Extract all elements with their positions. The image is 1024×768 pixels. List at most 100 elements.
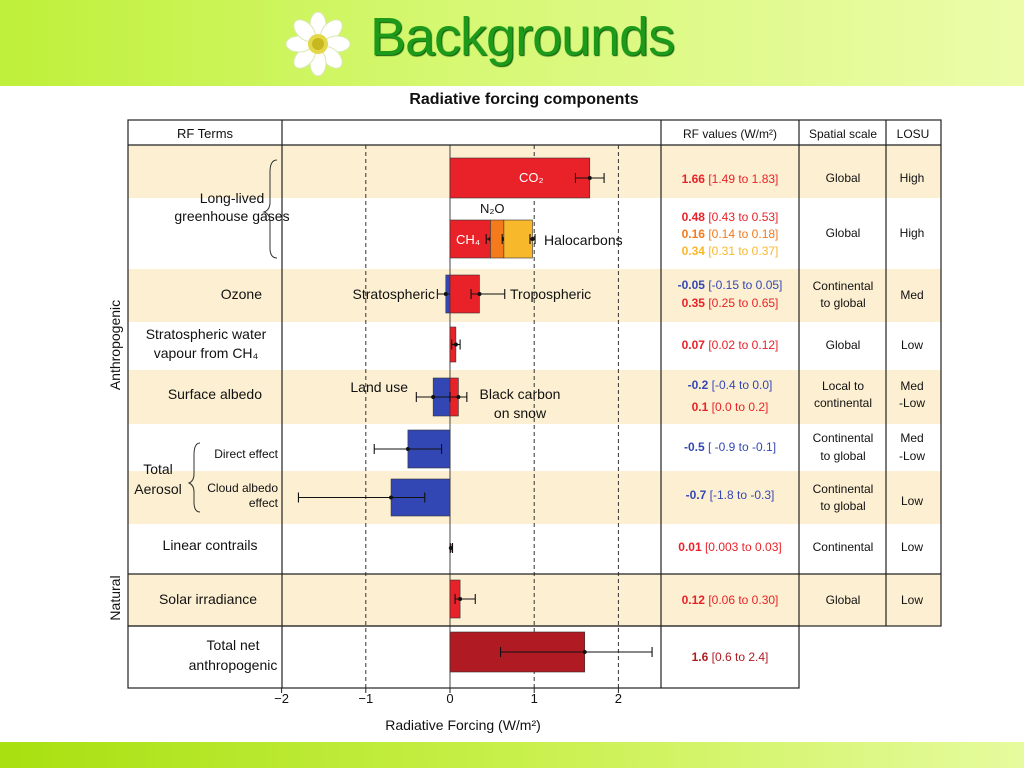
error-center xyxy=(453,342,458,347)
annotation-halocarbons: Halocarbons xyxy=(544,232,623,248)
spatial-scale: Continental xyxy=(813,482,874,496)
x-tick-label: 0 xyxy=(446,691,453,706)
rf-value: 0.48 [0.43 to 0.53] xyxy=(682,210,779,224)
error-center xyxy=(477,292,482,296)
rf-value-central: 1.66 xyxy=(682,172,706,186)
term-label-strat-water: vapour from CH₄ xyxy=(154,345,259,361)
spatial-scale: to global xyxy=(820,449,865,463)
annotation-black-carbon: Black carbon xyxy=(480,386,561,402)
term-label-total-aerosol: Total xyxy=(143,461,173,477)
annotation-co2: CO₂ xyxy=(519,170,544,185)
rf-value-range: [-1.8 to -0.3] xyxy=(706,488,774,502)
rf-value-central: 0.01 xyxy=(678,540,702,554)
losu: -Low xyxy=(899,449,925,463)
term-label-total-aerosol: Aerosol xyxy=(134,481,181,497)
rf-value-range: [0.6 to 2.4] xyxy=(708,650,768,664)
flower-icon xyxy=(285,11,351,77)
losu: Med xyxy=(900,288,923,302)
bar xyxy=(503,219,533,259)
spatial-scale: to global xyxy=(820,296,865,310)
rf-value-range: [0.02 to 0.12] xyxy=(705,338,778,352)
rf-value: 0.12 [0.06 to 0.30] xyxy=(682,593,779,607)
term-label-strat-water: Stratospheric water xyxy=(146,326,267,342)
rf-value-range: [0.06 to 0.30] xyxy=(705,593,778,607)
term-label-long-lived: Long-lived xyxy=(200,190,265,206)
term-label-total-net: Total net xyxy=(207,637,260,653)
spatial-scale: Local to xyxy=(822,379,864,393)
rf-value: 1.6 [0.6 to 2.4] xyxy=(692,650,769,664)
losu: High xyxy=(900,171,925,185)
x-axis-label: Radiative Forcing (W/m²) xyxy=(385,717,541,733)
side-label-anthropogenic: Anthropogenic xyxy=(107,300,123,390)
rf-value: 0.1 [0.0 to 0.2] xyxy=(692,400,769,414)
spatial-scale: Continental xyxy=(813,279,874,293)
rf-value-range: [0.43 to 0.53] xyxy=(705,210,778,224)
rf-value: -0.5 [ -0.9 to -0.1] xyxy=(684,440,776,454)
brace xyxy=(262,159,278,259)
term-label-solar-irradiance: Solar irradiance xyxy=(159,591,257,607)
rf-value: 0.34 [0.31 to 0.37] xyxy=(682,244,779,258)
rf-value-central: -0.7 xyxy=(686,488,707,502)
rf-value-central: 0.07 xyxy=(682,338,706,352)
rf-value-central: 1.6 xyxy=(692,650,709,664)
term-label-cloud-albedo: effect xyxy=(249,496,279,510)
rf-value: 0.01 [0.003 to 0.03] xyxy=(678,540,781,554)
rf-value-range: [1.49 to 1.83] xyxy=(705,172,778,186)
rf-value: 0.35 [0.25 to 0.65] xyxy=(682,296,779,310)
rf-value: 0.16 [0.14 to 0.18] xyxy=(682,227,779,241)
term-label-cloud-albedo: Cloud albedo xyxy=(207,481,278,495)
header-spatial-scale: Spatial scale xyxy=(809,127,877,141)
rf-value-range: [0.14 to 0.18] xyxy=(705,227,778,241)
term-label-surface-albedo: Surface albedo xyxy=(168,386,262,402)
rf-value: -0.2 [-0.4 to 0.0] xyxy=(688,378,773,392)
spatial-scale: Global xyxy=(826,593,861,607)
header-rf-values: RF values (W/m²) xyxy=(683,127,777,141)
rf-value-range: [0.31 to 0.37] xyxy=(705,244,778,258)
losu: Low xyxy=(901,540,923,554)
bar xyxy=(449,157,591,199)
rf-value-range: [0.003 to 0.03] xyxy=(702,540,782,554)
rf-value-central: 0.1 xyxy=(692,400,709,414)
rf-value: -0.7 [-1.8 to -0.3] xyxy=(686,488,775,502)
error-center xyxy=(443,292,448,296)
x-tick-label: −1 xyxy=(358,691,373,706)
error-center xyxy=(405,447,410,451)
annotation-stratospheric: Stratospheric xyxy=(353,286,435,302)
x-tick-label: 1 xyxy=(531,691,538,706)
losu: Low xyxy=(901,593,923,607)
rf-value: -0.05 [-0.15 to 0.05] xyxy=(678,278,783,292)
losu: Med xyxy=(900,431,923,445)
annotation-n2o: N₂O xyxy=(480,201,505,216)
term-label-direct-effect: Direct effect xyxy=(214,447,278,461)
rf-value-central: 0.48 xyxy=(682,210,706,224)
rf-value-central: 0.34 xyxy=(682,244,706,258)
term-label-linear-contrails: Linear contrails xyxy=(163,537,258,553)
rf-value-central: -0.5 xyxy=(684,440,705,454)
spatial-scale: Continental xyxy=(813,431,874,445)
title-bar xyxy=(0,0,1024,86)
rf-value-range: [0.25 to 0.65] xyxy=(705,296,778,310)
rf-value-central: -0.05 xyxy=(678,278,706,292)
rf-value-central: 0.35 xyxy=(682,296,706,310)
error-center xyxy=(582,650,587,654)
x-tick-label: −2 xyxy=(274,691,289,706)
footer-bar xyxy=(0,742,1024,768)
rf-value-central: 0.12 xyxy=(682,593,706,607)
losu: -Low xyxy=(899,396,925,410)
losu: Low xyxy=(901,338,923,352)
error-center xyxy=(456,395,461,399)
spatial-scale: Global xyxy=(826,171,861,185)
header-losu: LOSU xyxy=(897,127,930,141)
rf-value: 0.07 [0.02 to 0.12] xyxy=(682,338,779,352)
rf-value-range: [ -0.9 to -0.1] xyxy=(705,440,776,454)
error-center xyxy=(389,495,394,500)
error-center xyxy=(587,176,592,180)
spatial-scale: to global xyxy=(820,499,865,513)
rf-value-central: 0.16 xyxy=(682,227,706,241)
annotation-on-snow: on snow xyxy=(494,405,547,421)
spatial-scale: Global xyxy=(826,338,861,352)
term-label-ozone: Ozone xyxy=(221,286,262,302)
term-label-long-lived: greenhouse gases xyxy=(174,208,289,224)
spatial-scale: continental xyxy=(814,396,872,410)
